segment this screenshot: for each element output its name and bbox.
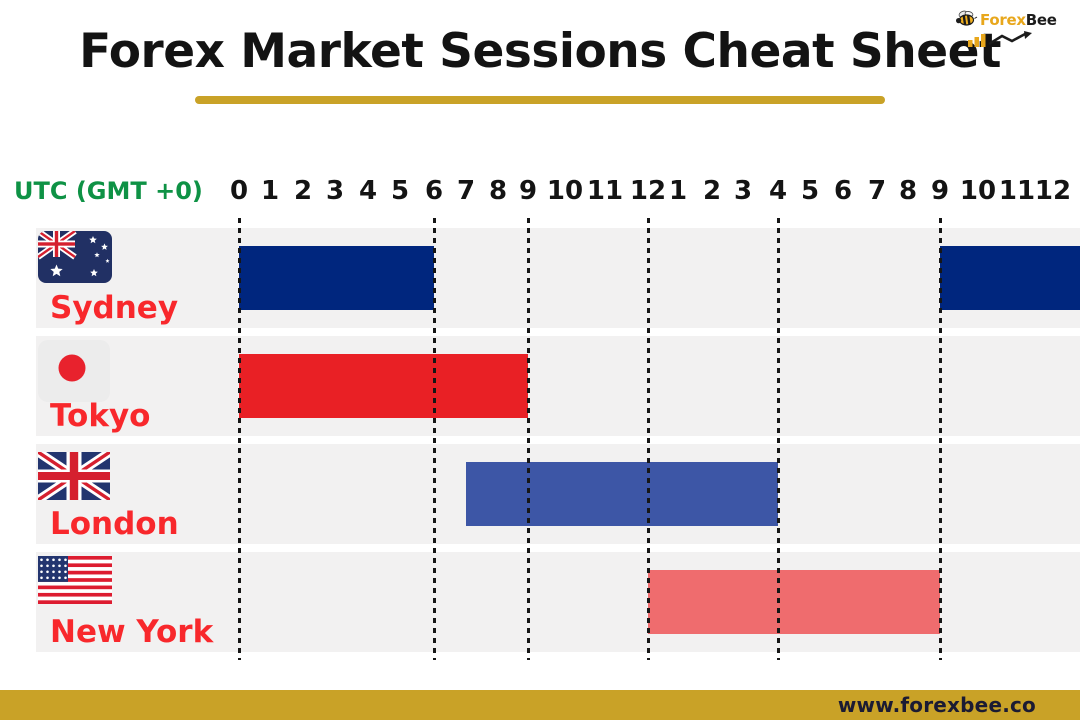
logo-wordmark-bee: Bee	[1025, 11, 1057, 29]
axis-hour-label: 1	[668, 176, 688, 206]
australia-flag-icon	[38, 231, 112, 283]
gridline-hour-0	[237, 218, 241, 660]
logo-wordmark: ForexBee	[980, 11, 1057, 29]
forexbee-logo: ForexBee	[954, 7, 1072, 52]
session-bar-sydney-2	[940, 246, 1080, 310]
session-name-label-tokyo: Tokyo	[50, 398, 151, 434]
axis-hour-label: 10	[546, 176, 584, 206]
axis-hour-label: 12	[629, 176, 667, 206]
bee-icon	[954, 7, 978, 33]
japan-flag-icon	[38, 340, 110, 402]
axis-hour-label: 9	[518, 176, 538, 206]
axis-hour-label: 7	[456, 176, 476, 206]
axis-hour-label: 4	[358, 176, 378, 206]
uk-flag-icon	[35, 448, 113, 504]
axis-hour-label: 11	[998, 176, 1036, 206]
session-bar-sydney-1	[239, 246, 434, 310]
gridline-hour-9	[526, 218, 530, 660]
axis-hour-label: 5	[390, 176, 410, 206]
axis-hour-label: 10	[959, 176, 997, 206]
footer-bar: www.forexbee.co	[0, 690, 1080, 720]
axis-hour-label: 2	[702, 176, 722, 206]
axis-hour-label: 3	[733, 176, 753, 206]
axis-hour-label: 6	[833, 176, 853, 206]
timezone-label: UTC (GMT +0)	[14, 177, 203, 205]
axis-hour-label: 9	[930, 176, 950, 206]
axis-hour-label: 1	[260, 176, 280, 206]
axis-hour-label: 11	[586, 176, 624, 206]
axis-hour-label: 0	[229, 176, 249, 206]
gridline-hour-16	[776, 218, 780, 660]
session-name-label-sydney: Sydney	[50, 290, 179, 326]
axis-hour-label: 12	[1034, 176, 1072, 206]
axis-hour-label: 8	[898, 176, 918, 206]
page-title: Forex Market Sessions Cheat Sheet	[79, 24, 1001, 79]
session-bar-london	[466, 462, 778, 526]
gridline-hour-21	[938, 218, 942, 660]
axis-hour-label: 8	[488, 176, 508, 206]
session-name-label-new-york: New York	[50, 614, 214, 650]
title-underline-accent	[195, 96, 885, 104]
session-row-bg-sydney	[36, 228, 1080, 328]
gridline-hour-6	[432, 218, 436, 660]
session-row-bg-tokyo	[36, 336, 1080, 436]
axis-hour-label: 4	[768, 176, 788, 206]
usa-flag-icon	[38, 556, 112, 605]
session-name-label-london: London	[50, 506, 179, 542]
axis-hour-label: 2	[293, 176, 313, 206]
footer-website-link[interactable]: www.forexbee.co	[837, 693, 1036, 717]
axis-hour-label: 6	[424, 176, 444, 206]
axis-hour-label: 7	[867, 176, 887, 206]
session-bar-tokyo	[239, 354, 528, 418]
gridline-hour-12	[646, 218, 650, 660]
axis-hour-label: 3	[325, 176, 345, 206]
axis-hour-label: 5	[800, 176, 820, 206]
logo-chart-arrow-icon	[968, 31, 1036, 52]
logo-wordmark-forex: Forex	[980, 11, 1026, 29]
session-bar-new-york	[648, 570, 940, 634]
